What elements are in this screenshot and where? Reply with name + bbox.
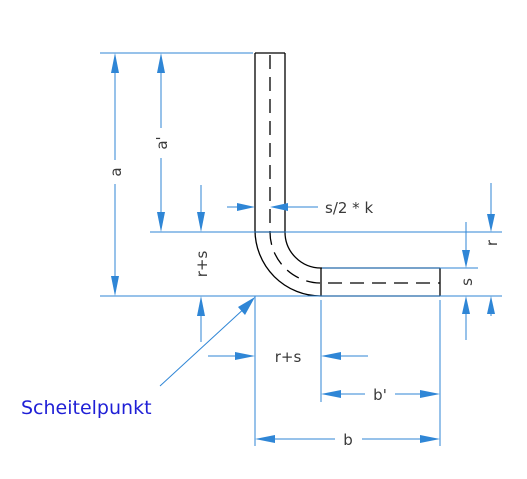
label-b-prime: b' [373,386,387,404]
dimension-a-prime: a' [153,53,171,232]
vertex-leader: Scheitelpunkt [21,297,255,419]
dimension-b-prime: b' [321,386,440,404]
dimension-a: a [107,53,125,296]
dimension-s-half-k: s/2 * k [227,199,373,217]
extension-lines [100,52,502,446]
dimension-r-plus-s-vertical: r+s [193,185,211,342]
label-s: s [458,278,476,286]
dimension-b: b [255,431,440,449]
dimension-s: s [458,222,476,340]
label-r-plus-s-horizontal: r+s [275,348,302,366]
label-scheitelpunkt: Scheitelpunkt [21,397,152,419]
neutral-axis-dashed [269,55,440,284]
label-r: r [483,239,501,246]
label-a-prime: a' [153,136,171,149]
label-r-plus-s-vertical: r+s [193,251,211,278]
label-a: a [107,167,125,176]
label-s-half-k: s/2 * k [325,199,373,217]
label-b: b [343,431,353,449]
dimension-r: r [483,183,501,316]
part-outer-contour [254,53,440,297]
part-inner-contour [284,53,440,269]
dimension-r-plus-s-horizontal: r+s [208,348,368,366]
bent-part [254,52,441,297]
